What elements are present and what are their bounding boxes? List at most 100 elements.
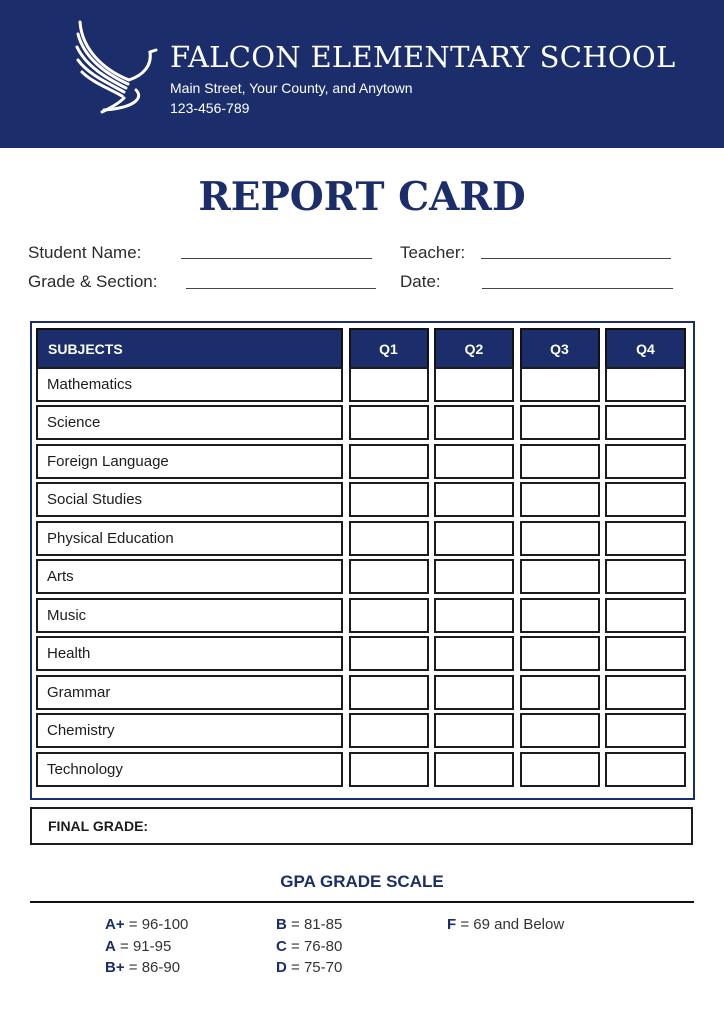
- grade-cell-q3[interactable]: [519, 636, 600, 671]
- school-header: FALCON ELEMENTARY SCHOOL Main Street, Yo…: [0, 0, 724, 148]
- grade-cell-q3[interactable]: [519, 482, 600, 517]
- grade-cell-q1[interactable]: [348, 636, 429, 671]
- gpa-scale-item: F = 69 and Below: [447, 914, 564, 936]
- gpa-grade: A+: [105, 916, 125, 933]
- grade-cell-q3[interactable]: [519, 405, 600, 440]
- grade-cell-q2[interactable]: [434, 713, 514, 748]
- subject-cell: Technology: [36, 751, 343, 787]
- header-q3: Q3: [519, 328, 600, 369]
- student-name-field[interactable]: [181, 258, 372, 259]
- grade-cell-q4[interactable]: [605, 713, 686, 748]
- gpa-range: = 96-100: [128, 916, 189, 933]
- grade-cell-q3[interactable]: [519, 366, 600, 402]
- grade-section-label: Grade & Section:: [28, 272, 158, 291]
- gpa-range: = 81-85: [291, 916, 343, 933]
- grades-table: SUBJECTS Q1 Q2 Q3 Q4 Mathematics Science F…: [36, 328, 686, 787]
- gpa-scale-item: A+ = 96-100: [105, 914, 188, 936]
- date-field[interactable]: [482, 288, 673, 289]
- grade-cell-q3[interactable]: [519, 713, 600, 748]
- gpa-grade: F: [447, 916, 457, 933]
- grade-cell-q4[interactable]: [605, 636, 686, 671]
- grade-cell-q2[interactable]: [434, 520, 514, 556]
- subject-cell: Foreign Language: [36, 443, 343, 479]
- grade-cell-q1[interactable]: [348, 751, 429, 787]
- student-name-label: Student Name:: [28, 243, 142, 262]
- school-name: FALCON ELEMENTARY SCHOOL: [170, 40, 676, 74]
- grade-cell-q2[interactable]: [434, 636, 514, 671]
- subject-cell: Physical Education: [36, 520, 343, 556]
- grade-cell-q1[interactable]: [348, 597, 429, 633]
- gpa-title: GPA GRADE SCALE: [280, 872, 444, 891]
- grade-cell-q2[interactable]: [434, 405, 514, 440]
- subject-cell: Grammar: [36, 674, 343, 710]
- grade-cell-q4[interactable]: [605, 559, 686, 594]
- subject-cell: Social Studies: [36, 482, 343, 517]
- teacher-field[interactable]: [481, 258, 671, 259]
- grade-cell-q2[interactable]: [434, 597, 514, 633]
- grade-cell-q1[interactable]: [348, 559, 429, 594]
- teacher-label: Teacher:: [400, 243, 466, 262]
- grade-cell-q2[interactable]: [434, 674, 514, 710]
- grade-cell-q4[interactable]: [605, 520, 686, 556]
- header-q4: Q4: [605, 328, 686, 369]
- gpa-column-2: B = 81-85 C = 76-80 D = 75-70: [276, 914, 342, 979]
- gpa-grade: A: [105, 937, 116, 955]
- date-label: Date:: [400, 272, 441, 291]
- grade-cell-q2[interactable]: [434, 482, 514, 517]
- grade-cell-q2[interactable]: [434, 366, 514, 402]
- grade-cell-q3[interactable]: [519, 520, 600, 556]
- gpa-grade: B: [276, 916, 287, 933]
- grade-cell-q1[interactable]: [348, 405, 429, 440]
- gpa-scale-item: D = 75-70: [276, 957, 342, 979]
- header-q2: Q2: [434, 328, 514, 369]
- grade-section-field[interactable]: [186, 288, 376, 289]
- gpa-column-3: F = 69 and Below: [447, 914, 564, 936]
- grade-cell-q1[interactable]: [348, 713, 429, 748]
- grade-cell-q1[interactable]: [348, 366, 429, 402]
- grade-cell-q4[interactable]: [605, 597, 686, 633]
- grades-table-frame: [30, 321, 695, 800]
- gpa-scale-item: B+ = 86-90: [105, 957, 188, 979]
- gpa-range: = 91-95: [120, 937, 172, 955]
- grade-cell-q1[interactable]: [348, 482, 429, 517]
- grade-cell-q4[interactable]: [605, 482, 686, 517]
- page-title: REPORT CARD: [198, 174, 526, 220]
- subject-cell: Chemistry: [36, 713, 343, 748]
- grade-cell-q3[interactable]: [519, 597, 600, 633]
- grade-cell-q3[interactable]: [519, 751, 600, 787]
- grade-cell-q4[interactable]: [605, 751, 686, 787]
- grade-cell-q3[interactable]: [519, 559, 600, 594]
- subject-cell: Mathematics: [36, 366, 343, 402]
- final-grade-row: FINAL GRADE:: [30, 807, 693, 845]
- gpa-scale-item: C = 76-80: [276, 936, 342, 958]
- subject-cell: Arts: [36, 559, 343, 594]
- subject-cell: Health: [36, 636, 343, 671]
- header-q1: Q1: [348, 328, 429, 369]
- gpa-scale-item: A = 91-95: [105, 936, 188, 958]
- falcon-logo-icon: [75, 20, 158, 114]
- grade-cell-q3[interactable]: [519, 674, 600, 710]
- gpa-scale-item: B = 81-85: [276, 914, 342, 936]
- grade-cell-q1[interactable]: [348, 443, 429, 479]
- gpa-grade: D: [276, 959, 287, 976]
- gpa-grade: B+: [105, 959, 125, 976]
- gpa-divider: [30, 901, 694, 903]
- gpa-grade: C: [276, 937, 287, 955]
- grade-cell-q4[interactable]: [605, 443, 686, 479]
- grade-cell-q2[interactable]: [434, 559, 514, 594]
- subject-cell: Science: [36, 405, 343, 440]
- gpa-range: = 75-70: [291, 959, 343, 976]
- grade-cell-q2[interactable]: [434, 751, 514, 787]
- subject-cell: Music: [36, 597, 343, 633]
- grade-cell-q4[interactable]: [605, 674, 686, 710]
- grade-cell-q2[interactable]: [434, 443, 514, 479]
- grade-cell-q3[interactable]: [519, 443, 600, 479]
- gpa-range: = 76-80: [291, 937, 343, 955]
- grade-cell-q1[interactable]: [348, 674, 429, 710]
- grade-cell-q1[interactable]: [348, 520, 429, 556]
- grade-cell-q4[interactable]: [605, 366, 686, 402]
- grade-cell-q4[interactable]: [605, 405, 686, 440]
- gpa-column-1: A+ = 96-100 A = 91-95 B+ = 86-90: [105, 914, 188, 979]
- gpa-range: = 69 and Below: [460, 916, 565, 933]
- school-phone: 123-456-789: [170, 100, 250, 116]
